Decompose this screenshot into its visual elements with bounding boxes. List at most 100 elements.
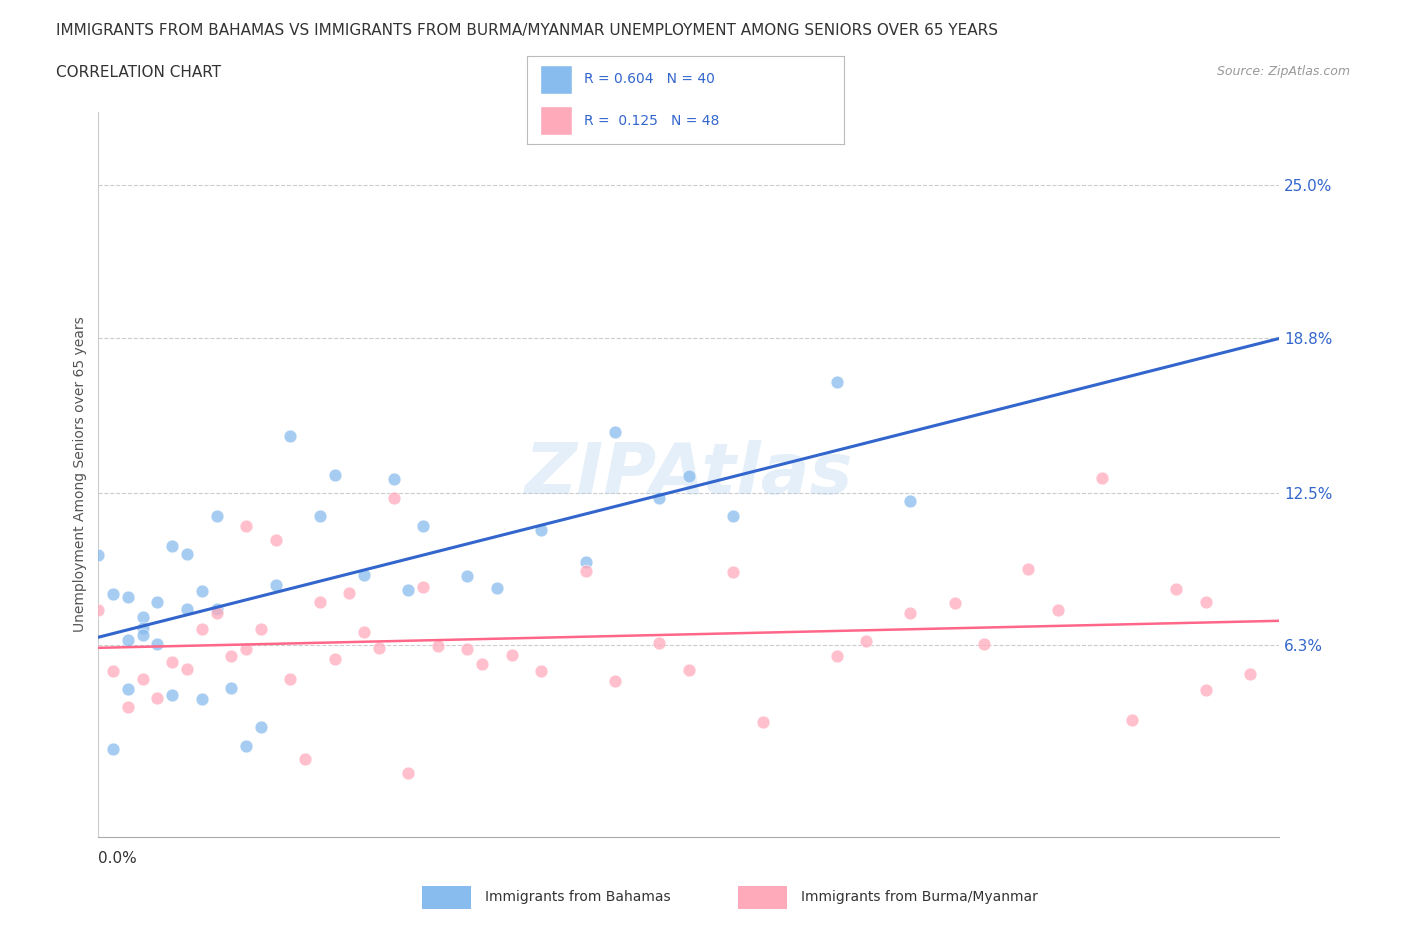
Point — [103, 741, 125, 756]
Bar — [422, 885, 471, 910]
Point — [426, 638, 449, 653]
Point — [900, 605, 922, 620]
Point — [219, 681, 242, 696]
Point — [250, 719, 273, 734]
Bar — [738, 885, 787, 910]
Point — [721, 565, 744, 580]
Point — [146, 595, 169, 610]
Point — [264, 533, 287, 548]
Point — [103, 586, 125, 601]
Point — [501, 648, 523, 663]
Point — [574, 554, 596, 569]
Point — [1194, 594, 1216, 609]
Point — [382, 490, 405, 505]
Point — [191, 583, 214, 598]
Point — [678, 662, 700, 677]
Point — [117, 681, 139, 696]
Y-axis label: Unemployment Among Seniors over 65 years: Unemployment Among Seniors over 65 years — [73, 316, 87, 632]
Point — [176, 602, 198, 617]
Point — [205, 601, 228, 616]
Point — [308, 594, 332, 609]
Point — [855, 633, 877, 648]
Point — [530, 523, 553, 538]
Point — [176, 547, 198, 562]
Point — [219, 649, 242, 664]
Point — [250, 621, 273, 636]
Point — [235, 518, 257, 533]
Point — [605, 674, 627, 689]
Point — [396, 766, 419, 781]
Text: IMMIGRANTS FROM BAHAMAS VS IMMIGRANTS FROM BURMA/MYANMAR UNEMPLOYMENT AMONG SENI: IMMIGRANTS FROM BAHAMAS VS IMMIGRANTS FR… — [56, 23, 998, 38]
Text: ZIPAtlas: ZIPAtlas — [524, 440, 853, 509]
Point — [191, 692, 214, 707]
Point — [162, 654, 183, 669]
Point — [1121, 712, 1143, 727]
Point — [1239, 666, 1261, 681]
Point — [337, 586, 360, 601]
Point — [353, 625, 375, 640]
Point — [87, 603, 110, 618]
Point — [471, 657, 494, 671]
Text: Immigrants from Bahamas: Immigrants from Bahamas — [485, 890, 671, 905]
Point — [235, 738, 257, 753]
Text: Source: ZipAtlas.com: Source: ZipAtlas.com — [1216, 65, 1350, 78]
Text: Immigrants from Burma/Myanmar: Immigrants from Burma/Myanmar — [801, 890, 1038, 905]
Point — [530, 664, 553, 679]
Point — [825, 375, 848, 390]
Bar — [540, 106, 571, 136]
Point — [205, 509, 228, 524]
Point — [1091, 471, 1114, 485]
Point — [648, 635, 671, 650]
Point — [278, 429, 302, 444]
Point — [751, 715, 773, 730]
Point — [162, 538, 183, 553]
Point — [382, 472, 405, 486]
Point — [900, 493, 922, 508]
Point — [1194, 683, 1216, 698]
Point — [721, 509, 744, 524]
Point — [176, 661, 198, 676]
Point — [117, 589, 139, 604]
Point — [132, 610, 155, 625]
Point — [1017, 562, 1039, 577]
Point — [162, 687, 183, 702]
Point — [1164, 581, 1187, 596]
Text: R = 0.604   N = 40: R = 0.604 N = 40 — [585, 73, 716, 86]
Point — [323, 467, 346, 482]
Point — [205, 605, 228, 620]
Bar — [540, 65, 571, 94]
Point — [103, 664, 125, 679]
Text: CORRELATION CHART: CORRELATION CHART — [56, 65, 221, 80]
Point — [308, 509, 332, 524]
Point — [132, 628, 155, 643]
Point — [648, 490, 671, 505]
Point — [146, 691, 169, 706]
Point — [132, 671, 155, 686]
Point — [678, 469, 700, 484]
Text: 0.0%: 0.0% — [98, 851, 138, 866]
Point — [412, 579, 434, 594]
Point — [146, 636, 169, 651]
Point — [485, 580, 508, 595]
Point — [235, 641, 257, 656]
Point — [191, 621, 214, 636]
Point — [1046, 603, 1069, 618]
Point — [574, 564, 596, 578]
Point — [396, 583, 419, 598]
Point — [973, 636, 995, 651]
Point — [825, 649, 848, 664]
Point — [353, 568, 375, 583]
Point — [456, 642, 478, 657]
Point — [412, 519, 434, 534]
Point — [605, 425, 627, 440]
Point — [943, 596, 966, 611]
Text: R =  0.125   N = 48: R = 0.125 N = 48 — [585, 113, 720, 127]
Point — [367, 641, 389, 656]
Point — [278, 671, 302, 686]
Point — [264, 578, 287, 592]
Point — [87, 548, 110, 563]
Point — [132, 620, 155, 635]
Point — [456, 568, 478, 583]
Point — [117, 699, 139, 714]
Point — [117, 632, 139, 647]
